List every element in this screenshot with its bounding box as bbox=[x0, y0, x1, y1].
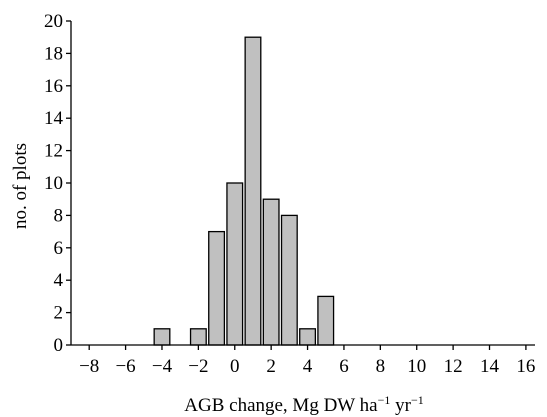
bar-1 bbox=[244, 36, 262, 346]
bars-group bbox=[153, 36, 335, 346]
x-axis-title: AGB change, Mg DW ha−1 yr−1 bbox=[184, 393, 423, 416]
bar--2 bbox=[189, 328, 207, 346]
bar--4 bbox=[153, 328, 171, 346]
y-ticks-group: 0 2 4 6 8 10 12 14 16 18 20 bbox=[44, 11, 71, 356]
bar-5 bbox=[317, 295, 335, 346]
x-tick-label: 2 bbox=[266, 356, 276, 377]
x-tick-label: 12 bbox=[444, 356, 463, 377]
x-ticks-group: −8 −6 −4 −2 0 2 4 6 8 10 12 14 16 bbox=[79, 345, 535, 377]
x-tick-label: −4 bbox=[152, 356, 173, 377]
bar-0 bbox=[226, 182, 244, 346]
y-tick-label: 16 bbox=[44, 76, 63, 97]
bar--1 bbox=[208, 230, 226, 346]
y-axis-title: no. of plots bbox=[10, 143, 31, 229]
axes-group bbox=[70, 21, 535, 346]
y-tick-label: 12 bbox=[44, 141, 63, 162]
y-tick-label: 8 bbox=[54, 205, 64, 226]
bar-2 bbox=[262, 198, 280, 346]
x-axis-title-sup2: −1 bbox=[411, 393, 424, 407]
x-tick-label: 10 bbox=[407, 356, 426, 377]
x-tick-label: 4 bbox=[303, 356, 313, 377]
x-tick-label: 16 bbox=[516, 356, 535, 377]
bar-4 bbox=[299, 328, 317, 346]
y-tick-label: 10 bbox=[44, 173, 63, 194]
y-tick-label: 2 bbox=[54, 303, 64, 324]
y-tick-label: 18 bbox=[44, 43, 63, 64]
y-tick-label: 4 bbox=[54, 270, 64, 291]
x-tick-label: −2 bbox=[188, 356, 208, 377]
x-tick-label: 8 bbox=[376, 356, 386, 377]
x-tick-label: 6 bbox=[339, 356, 349, 377]
x-axis-title-mid: yr bbox=[390, 395, 411, 416]
x-tick-label: 14 bbox=[480, 356, 500, 377]
x-tick-label: −6 bbox=[115, 356, 135, 377]
x-axis-title-main: AGB change, Mg DW ha bbox=[184, 395, 378, 416]
x-axis-title-sup1: −1 bbox=[378, 393, 391, 407]
y-tick-label: 0 bbox=[54, 335, 64, 356]
x-tick-label: 0 bbox=[230, 356, 240, 377]
y-tick-label: 20 bbox=[44, 11, 63, 32]
y-tick-label: 14 bbox=[44, 108, 64, 129]
y-tick-label: 6 bbox=[54, 238, 64, 259]
x-tick-label: −8 bbox=[79, 356, 99, 377]
bar-3 bbox=[280, 214, 298, 346]
